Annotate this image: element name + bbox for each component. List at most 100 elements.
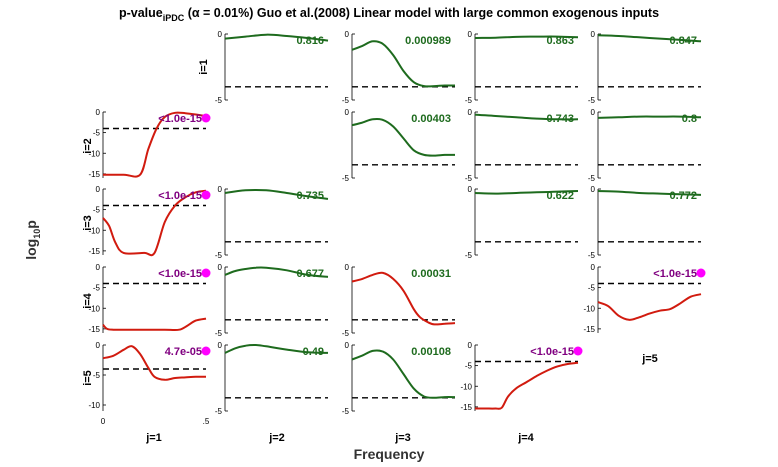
cell-i5-j4-ytick-label-1: -5 [465,362,473,371]
cell-i1-j4-pvalue-curve [474,35,579,39]
cell-i3-j5-ytick-label-0: 0 [591,185,596,194]
cell-i4-j1: 0 -5 -10 -15 <1.0e-15 [88,263,211,334]
cell-i1-j4-pvalue-label: 0.863 [546,35,574,47]
cell-i4-j5-pvalue-curve [597,293,702,321]
cell-i2-j1-ytick-label-3: -15 [88,170,100,179]
cell-i3-j2-ytick-label-0: 0 [218,185,223,194]
y-axis-label-main: log [23,239,39,260]
cell-i1-j4: 0 -5 0.863 [465,30,579,105]
cell-i2-j1-ytick-label-0: 0 [96,108,101,117]
cell-i4-j3-pvalue-label: 0.00031 [411,268,451,280]
cell-i1-j5-pvalue-curve [597,34,702,43]
cell-i2-j1-ytick-label-2: -10 [88,149,100,158]
cell-i5-j4: 0 -5 -10 -15 <1.0e-15 [460,341,583,412]
x-tick-label-0: 0 [101,417,106,426]
cell-i4-j5: 0 -5 -10 -15 <1.0e-15 [583,263,706,334]
cell-i2-j1-pvalue-label: <1.0e-15 [158,113,202,125]
cell-i3-j2-pvalue-label: 0.735 [296,190,324,202]
cell-i2-j3: 0 -5 0.00403 [342,108,456,183]
cell-i5-j4-ytick-label-2: -10 [460,382,472,391]
cell-i4-j1-ytick-label-1: -5 [93,284,101,293]
cell-i4-j2-pvalue-curve [224,266,329,278]
cell-i5-j2-ytick-label-1: -5 [215,407,223,416]
cell-i5-j3: 0 -5 0.00108 [342,341,456,416]
cell-i3-j1-pvalue-curve [102,189,207,257]
cell-i5-j2-pvalue-label: 0.49 [303,346,324,358]
row-col-labels: 0.5i=1i=2i=3i=4i=5j=1 j=2 j=3 j=4j=5 [82,59,658,444]
cell-i1-j5: 0 -5 0.847 [588,30,702,105]
cell-i5-j1: 0 -5 -10 4.7e-05 [88,341,211,411]
cell-i3-j1: 0 -5 -10 -15 <1.0e-15 [88,185,211,257]
cell-i3-j5-pvalue-curve [597,190,702,196]
cell-i3-j4-pvalue-curve [474,190,579,195]
cell-i5-j4-ytick-label-0: 0 [468,341,473,350]
cell-i3-j2-pvalue-curve [224,189,329,200]
cell-i3-j1-ytick-label-2: -10 [88,226,100,235]
cell-i3-j2-ytick-label-1: -5 [215,251,223,260]
col-label-3: j=3 [394,432,411,444]
cell-i1-j2-ytick-label-0: 0 [218,30,223,39]
x-axis-label: Frequency [354,446,425,462]
cell-i5-j4-ytick-label-3: -15 [460,403,472,412]
cell-i5-j2-ytick-label-0: 0 [218,341,223,350]
cell-i1-j2-pvalue-curve [224,33,329,42]
cell-i1-j4-ytick-label-0: 0 [468,30,473,39]
cell-i4-j1-pvalue-label: <1.0e-15 [158,268,202,280]
cell-i1-j5-pvalue-label: 0.847 [669,35,697,47]
cell-i3-j1-ytick-label-3: -15 [88,247,100,256]
cell-i1-j4-ytick-label-1: -5 [465,96,473,105]
cell-i2-j1-significance-marker [201,113,211,123]
cell-i2-j3-ytick-label-0: 0 [345,108,350,117]
cell-i5-j1-significance-marker [201,346,211,356]
cell-i4-j3-ytick-label-0: 0 [345,263,350,272]
cell-i4-j1-significance-marker [201,268,211,278]
cell-i3-j4: 0 -5 0.622 [465,185,579,260]
cell-i2-j4-pvalue-curve [474,113,579,121]
cell-i5-j3-ytick-label-1: -5 [342,407,350,416]
cell-i4-j2-ytick-label-0: 0 [218,263,223,272]
cell-i1-j2-ytick-label-1: -5 [215,96,223,105]
row-label-2: i=2 [82,138,94,154]
cell-i3-j2: 0 -5 0.735 [215,185,329,260]
cell-i2-j4-ytick-label-1: -5 [465,174,473,183]
cell-i2-j5-pvalue-curve [597,115,702,119]
cell-i1-j5-ytick-label-1: -5 [588,96,596,105]
y-axis-label-end: p [23,220,39,229]
title-suffix: (α = 0.01%) Guo et al.(2008) Linear mode… [184,6,659,20]
cell-i4-j2-pvalue-label: 0.677 [296,268,324,280]
cell-i4-j1-ytick-label-3: -15 [88,325,100,334]
cell-i4-j5-ytick-label-3: -15 [583,325,595,334]
cell-i5-j4-significance-marker [573,346,583,356]
cell-i4-j5-significance-marker [696,268,706,278]
cell-i2-j5-ytick-label-0: 0 [591,108,596,117]
cell-i1-j3-ytick-label-1: -5 [342,96,350,105]
cell-i4-j3-ytick-label-1: -5 [342,329,350,338]
cell-i2-j5-ytick-label-1: -5 [588,174,596,183]
cell-i5-j2: 0 -5 0.49 [215,341,329,416]
row-label-5: i=5 [82,370,94,386]
cell-i1-j3-pvalue-label: 0.000989 [405,35,451,47]
cell-i4-j5-ytick-label-0: 0 [591,263,596,272]
figure-title: p-valueiPDC (α = 0.01%) Guo et al.(2008)… [119,6,659,23]
cell-i4-j1-ytick-label-2: -10 [88,304,100,313]
cell-i1-j3-ytick-label-0: 0 [345,30,350,39]
cell-i5-j4-pvalue-curve [475,361,579,410]
x-tick-label-1: .5 [203,417,210,426]
title-prefix: p-value [119,6,163,20]
cell-i5-j1-pvalue-label: 4.7e-05 [165,346,202,358]
cell-i5-j3-pvalue-curve [351,349,456,399]
cell-i3-j1-significance-marker [201,190,211,200]
cell-i1-j5-ytick-label-0: 0 [591,30,596,39]
cell-i2-j3-pvalue-curve [351,117,456,157]
cell-i5-j3-ytick-label-0: 0 [345,341,350,350]
cell-i4-j3: 0 -5 0.00031 [342,263,456,338]
col-label-2: j=2 [268,432,285,444]
cell-i3-j5-pvalue-label: 0.772 [669,190,697,202]
cell-i2-j4-pvalue-label: 0.743 [546,113,574,125]
cell-i4-j1-pvalue-curve [102,317,207,332]
cell-i3-j5-ytick-label-1: -5 [588,251,596,260]
cell-i2-j4: 0 -5 0.743 [465,108,579,183]
cell-i2-j4-ytick-label-0: 0 [468,108,473,117]
cell-i4-j5-pvalue-label: <1.0e-15 [653,268,697,280]
x-ticks-j1: 0.5 [101,417,210,426]
